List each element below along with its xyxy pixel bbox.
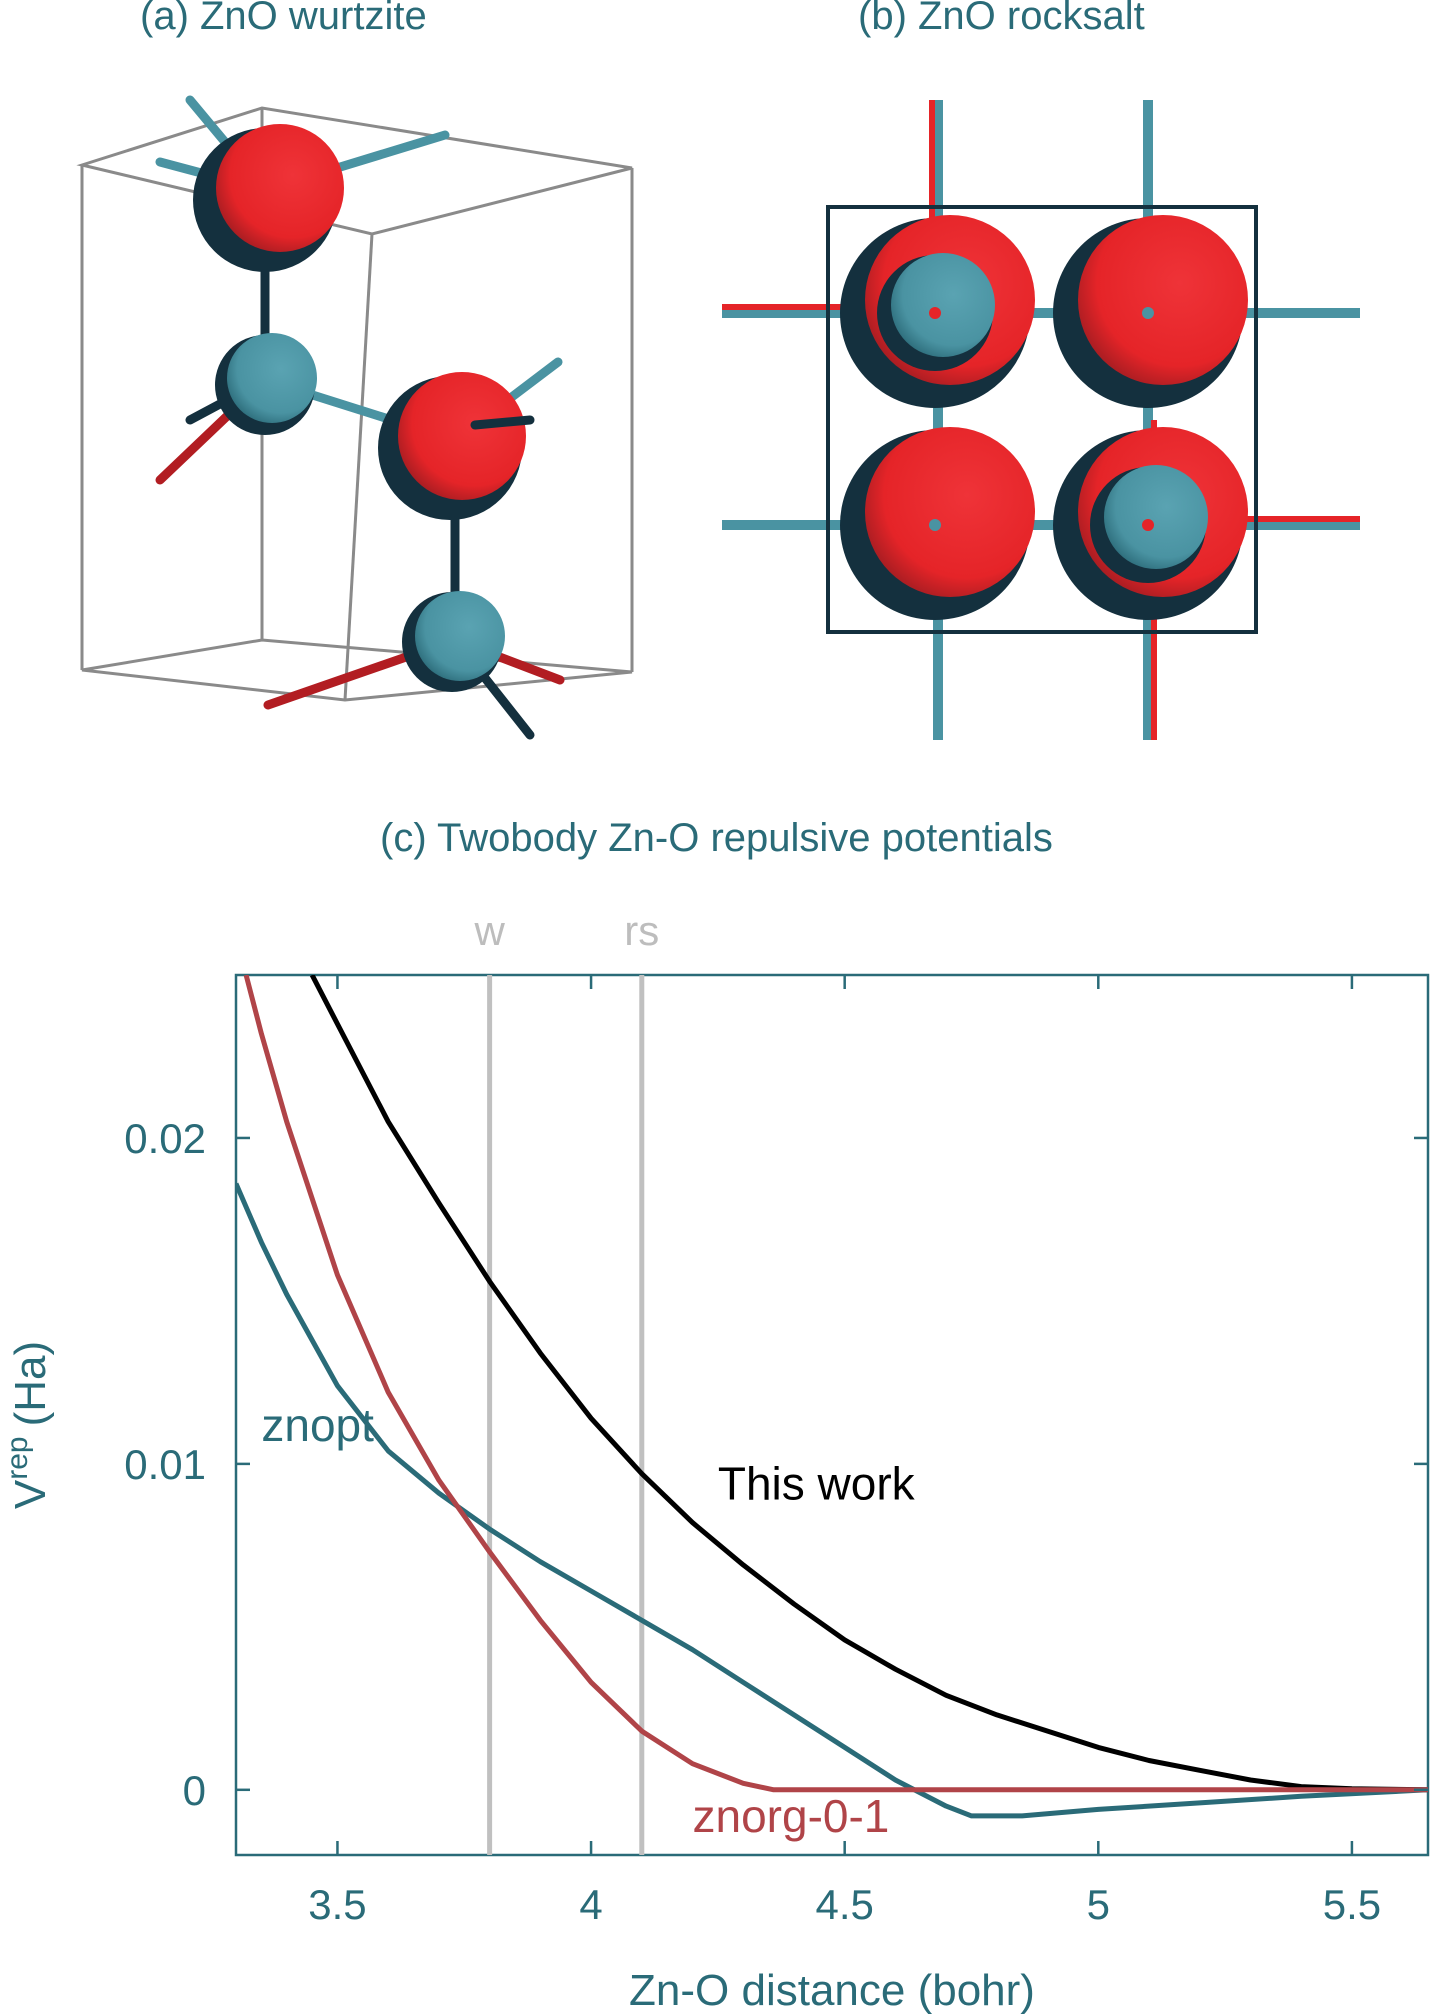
plot-area <box>236 975 1428 1855</box>
axis-ticks: 3.5 4 4.5 5 5.5 0 0.01 0.02 <box>124 975 1428 1928</box>
series-label-2: znorg-0-1 <box>693 1790 890 1842</box>
x-tick-label: 3.5 <box>308 1881 366 1928</box>
series-lines <box>236 975 1428 1816</box>
x-tick-label: 4 <box>579 1881 602 1928</box>
rocksalt-structure <box>722 100 1360 740</box>
wurtzite-structure <box>82 100 632 735</box>
wurtzite-o-middle <box>378 372 530 520</box>
panel-c-title: (c) Twobody Zn-O repulsive potentials <box>380 816 1053 861</box>
x-tick-label: 5 <box>1087 1881 1110 1928</box>
series-line-0 <box>312 975 1428 1790</box>
wurtzite-o-top <box>193 124 344 272</box>
y-tick-label: 0.02 <box>124 1115 206 1162</box>
rocksalt-atom-top-right <box>1053 215 1248 408</box>
y-tick-label: 0 <box>183 1767 206 1814</box>
crystal-structures <box>0 0 1431 760</box>
x-tick-label: 5.5 <box>1323 1881 1381 1928</box>
chart-labels: Zn-O distance (bohr) Vrep (Ha) This work zno… <box>1 1341 1035 2015</box>
series-line-2 <box>246 975 1428 1790</box>
ref-line-label-w: w <box>473 907 505 954</box>
x-axis-label: Zn-O distance (bohr) <box>629 1966 1035 2015</box>
y-tick-label: 0.01 <box>124 1441 206 1488</box>
x-tick-label: 4.5 <box>815 1881 873 1928</box>
y-axis-label-unit: (Ha) <box>6 1341 55 1427</box>
y-axis-label: Vrep (Ha) <box>1 1341 55 1509</box>
y-axis-label-sup: rep <box>1 1436 34 1479</box>
y-axis-label-main: V <box>6 1479 55 1509</box>
wurtzite-zn-upper <box>215 333 317 435</box>
rocksalt-bonds <box>722 100 1360 740</box>
ref-line-label-rs: rs <box>624 907 659 954</box>
series-line-1 <box>236 1184 1428 1816</box>
series-label-0: This work <box>718 1458 916 1510</box>
rocksalt-atom-bottom-left <box>840 427 1035 620</box>
reference-lines: w rs <box>473 907 659 1855</box>
rocksalt-atom-bottom-right <box>1053 427 1248 620</box>
rocksalt-atom-top-left <box>840 215 1035 408</box>
wurtzite-unit-cell <box>82 108 632 700</box>
plot-frame <box>236 975 1428 1855</box>
series-label-1: znopt <box>261 1399 374 1451</box>
